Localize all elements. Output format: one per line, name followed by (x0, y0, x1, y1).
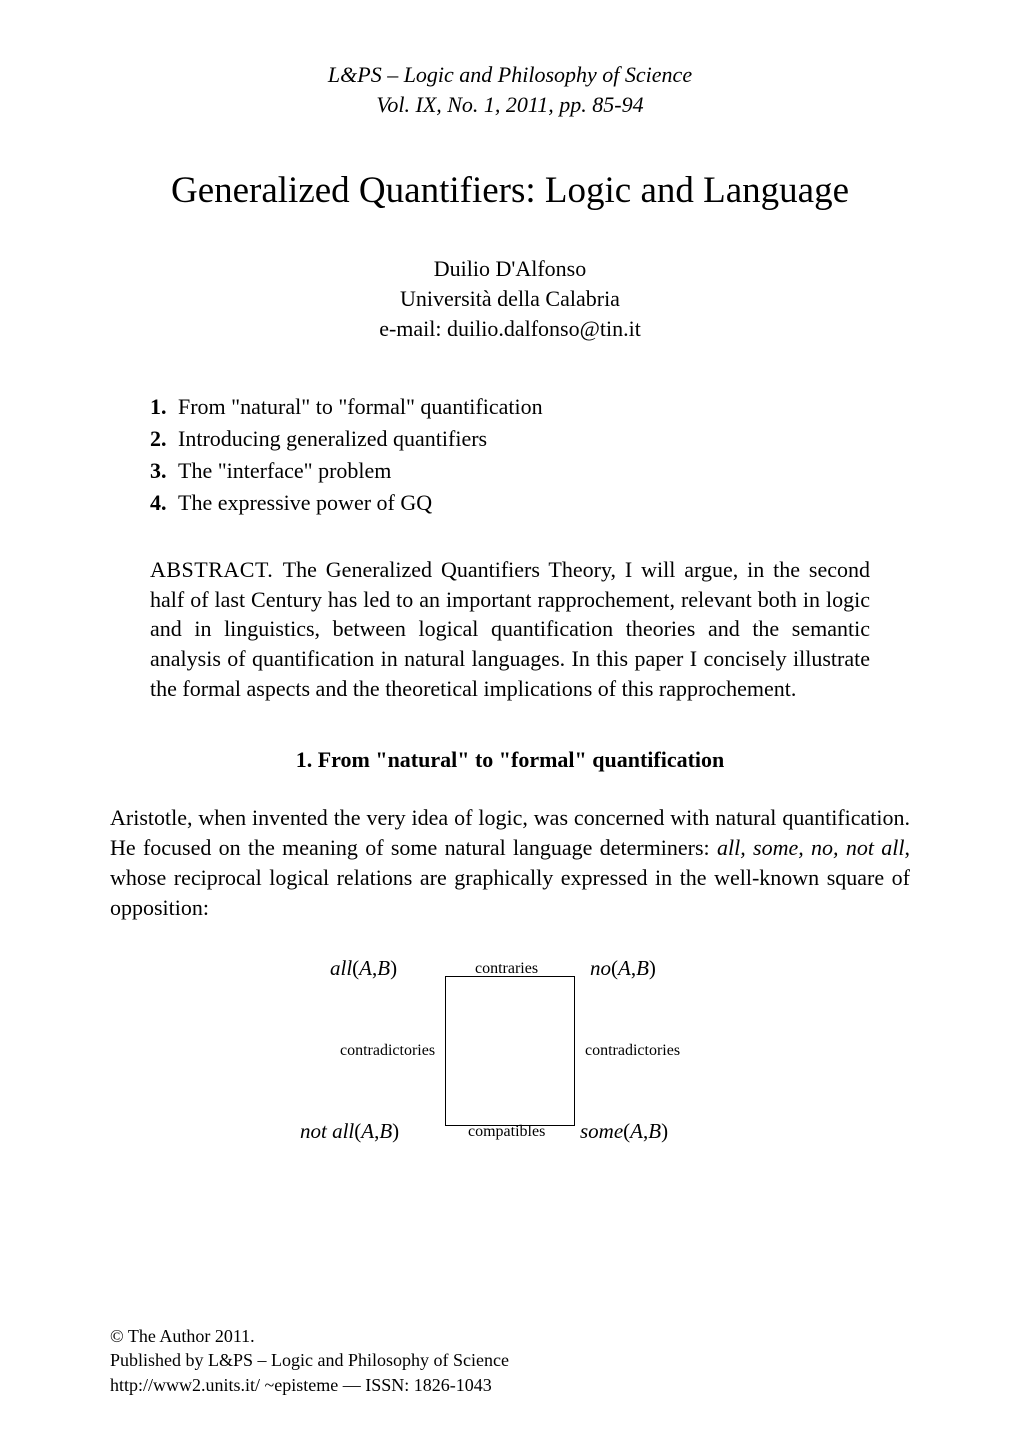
corner-top-left: all(A,B) (330, 956, 397, 981)
table-of-contents: 1. From "natural" to "formal" quantifica… (150, 391, 910, 519)
quant-name: not all (300, 1119, 354, 1143)
journal-header: L&PS – Logic and Philosophy of Science V… (110, 60, 910, 119)
quant-name: some (580, 1119, 623, 1143)
toc-text: From "natural" to "formal" quantificatio… (178, 391, 543, 423)
toc-item: 4. The expressive power of GQ (150, 487, 910, 519)
abstract-label: ABSTRACT. (150, 557, 283, 582)
var-b: B (648, 1119, 661, 1143)
paren-close: ) (661, 1119, 668, 1143)
edge-left-label: contradictories (340, 1042, 435, 1060)
para-italic: all, some, no, not all (717, 835, 905, 860)
toc-text: Introducing generalized quantifiers (178, 423, 487, 455)
toc-number: 4. (150, 487, 178, 519)
author-email: e-mail: duilio.dalfonso@tin.it (110, 314, 910, 344)
url-issn-line: http://www2.units.it/ ~episteme — ISSN: … (110, 1373, 509, 1397)
toc-item: 3. The "interface" problem (150, 455, 910, 487)
page-title: Generalized Quantifiers: Logic and Langu… (110, 169, 910, 212)
quant-name: no (590, 956, 611, 980)
author-affiliation: Università della Calabria (110, 284, 910, 314)
var-a: A (359, 956, 372, 980)
toc-text: The expressive power of GQ (178, 487, 432, 519)
corner-bottom-left: not all(A,B) (300, 1119, 399, 1144)
paren-close: ) (392, 1119, 399, 1143)
var-b: B (636, 956, 649, 980)
var-b: B (377, 956, 390, 980)
var-a: A (630, 1119, 643, 1143)
toc-text: The "interface" problem (178, 455, 391, 487)
square-of-opposition-diagram: all(A,B) no(A,B) not all(A,B) some(A,B) … (290, 946, 730, 1176)
toc-item: 2. Introducing generalized quantifiers (150, 423, 910, 455)
copyright-line: © The Author 2011. (110, 1324, 509, 1348)
page-footer: © The Author 2011. Published by L&PS – L… (110, 1324, 509, 1397)
toc-number: 1. (150, 391, 178, 423)
section-heading: 1. From "natural" to "formal" quantifica… (110, 747, 910, 773)
body-paragraph: Aristotle, when invented the very idea o… (110, 803, 910, 922)
paren: ( (611, 956, 618, 980)
paren-close: ) (649, 956, 656, 980)
edge-bottom-label: compatibles (468, 1123, 545, 1141)
edge-right-label: contradictories (585, 1042, 680, 1060)
abstract: ABSTRACT. The Generalized Quantifiers Th… (150, 555, 870, 703)
square-box (445, 976, 575, 1126)
var-a: A (361, 1119, 374, 1143)
journal-volume: Vol. IX, No. 1, 2011, pp. 85-94 (110, 90, 910, 120)
author-name: Duilio D'Alfonso (110, 254, 910, 284)
var-a: A (618, 956, 631, 980)
publisher-line: Published by L&PS – Logic and Philosophy… (110, 1348, 509, 1372)
author-block: Duilio D'Alfonso Università della Calabr… (110, 254, 910, 343)
edge-top-label: contraries (475, 960, 538, 978)
quant-name: all (330, 956, 352, 980)
toc-number: 2. (150, 423, 178, 455)
journal-name: L&PS – Logic and Philosophy of Science (110, 60, 910, 90)
corner-bottom-right: some(A,B) (580, 1119, 668, 1144)
paren-close: ) (390, 956, 397, 980)
corner-top-right: no(A,B) (590, 956, 656, 981)
toc-number: 3. (150, 455, 178, 487)
var-b: B (379, 1119, 392, 1143)
toc-item: 1. From "natural" to "formal" quantifica… (150, 391, 910, 423)
